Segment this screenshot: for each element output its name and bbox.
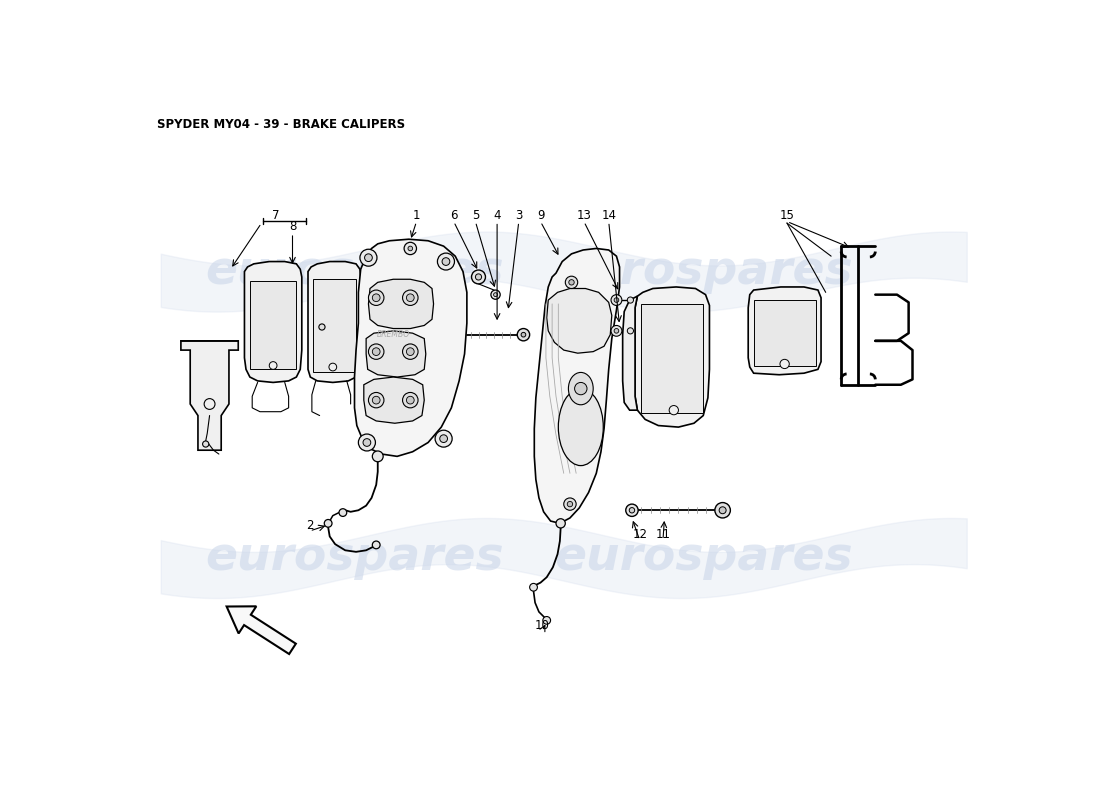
Text: eurospares: eurospares	[206, 249, 504, 294]
Circle shape	[205, 398, 214, 410]
Polygon shape	[180, 341, 239, 450]
Circle shape	[614, 298, 619, 302]
Text: 8: 8	[289, 220, 296, 234]
Text: eurospares: eurospares	[554, 535, 852, 581]
Polygon shape	[366, 331, 426, 377]
Circle shape	[438, 253, 454, 270]
Circle shape	[339, 509, 346, 517]
Text: eurospares: eurospares	[554, 249, 852, 294]
Polygon shape	[623, 296, 637, 410]
Circle shape	[406, 396, 415, 404]
Text: eurospares: eurospares	[206, 535, 504, 581]
Circle shape	[329, 363, 337, 371]
Circle shape	[364, 254, 372, 262]
Polygon shape	[314, 279, 356, 372]
Circle shape	[719, 506, 726, 514]
Circle shape	[436, 430, 452, 447]
Polygon shape	[308, 262, 361, 382]
Circle shape	[626, 504, 638, 517]
Circle shape	[530, 583, 538, 591]
Text: 3: 3	[515, 209, 522, 222]
Circle shape	[491, 290, 501, 299]
Circle shape	[568, 502, 573, 506]
Circle shape	[442, 258, 450, 266]
Circle shape	[610, 326, 621, 336]
Polygon shape	[547, 289, 612, 353]
Circle shape	[627, 297, 634, 303]
Circle shape	[372, 294, 381, 302]
Polygon shape	[535, 249, 619, 523]
Circle shape	[780, 359, 790, 369]
Polygon shape	[250, 281, 296, 370]
Circle shape	[403, 344, 418, 359]
Text: 4: 4	[493, 209, 500, 222]
Circle shape	[542, 617, 551, 624]
Text: 1: 1	[412, 209, 420, 222]
Polygon shape	[244, 262, 301, 382]
Circle shape	[610, 294, 621, 306]
Text: SPYDER MY04 - 39 - BRAKE CALIPERS: SPYDER MY04 - 39 - BRAKE CALIPERS	[157, 118, 405, 130]
Polygon shape	[635, 287, 710, 427]
Circle shape	[406, 348, 415, 355]
Circle shape	[360, 250, 377, 266]
Circle shape	[319, 324, 326, 330]
Circle shape	[440, 434, 448, 442]
Circle shape	[403, 393, 418, 408]
Circle shape	[372, 396, 381, 404]
Polygon shape	[364, 377, 425, 423]
Circle shape	[363, 438, 371, 446]
Text: BREMBO: BREMBO	[376, 330, 410, 339]
Circle shape	[406, 294, 415, 302]
Polygon shape	[755, 300, 815, 366]
Circle shape	[517, 329, 530, 341]
Ellipse shape	[559, 389, 603, 466]
Circle shape	[324, 519, 332, 527]
Text: 14: 14	[602, 209, 616, 222]
Polygon shape	[641, 304, 703, 414]
Circle shape	[372, 348, 381, 355]
Text: 10: 10	[535, 619, 550, 632]
Polygon shape	[368, 279, 433, 329]
Circle shape	[669, 406, 679, 414]
Circle shape	[563, 498, 576, 510]
Circle shape	[574, 382, 587, 394]
Circle shape	[521, 332, 526, 337]
Circle shape	[627, 328, 634, 334]
Circle shape	[372, 541, 381, 549]
Circle shape	[715, 502, 730, 518]
Text: 2: 2	[306, 519, 313, 532]
Circle shape	[569, 280, 574, 285]
Circle shape	[629, 507, 635, 513]
Ellipse shape	[569, 373, 593, 405]
Circle shape	[202, 441, 209, 447]
Circle shape	[368, 290, 384, 306]
Circle shape	[404, 242, 417, 254]
Circle shape	[475, 274, 482, 280]
Circle shape	[403, 290, 418, 306]
Text: 13: 13	[576, 209, 592, 222]
Text: 6: 6	[450, 209, 458, 222]
Circle shape	[368, 393, 384, 408]
Text: 12: 12	[632, 529, 647, 542]
Circle shape	[270, 362, 277, 370]
Text: 7: 7	[272, 209, 279, 222]
Circle shape	[372, 451, 383, 462]
Text: 5: 5	[472, 209, 480, 222]
Circle shape	[368, 344, 384, 359]
Polygon shape	[354, 239, 466, 456]
Circle shape	[408, 246, 412, 250]
Circle shape	[614, 329, 619, 333]
Text: 15: 15	[780, 209, 794, 222]
Text: 9: 9	[537, 209, 544, 222]
Circle shape	[472, 270, 485, 284]
Circle shape	[359, 434, 375, 451]
Circle shape	[565, 276, 578, 289]
Text: 11: 11	[656, 529, 671, 542]
FancyArrow shape	[227, 606, 296, 654]
Circle shape	[494, 293, 497, 297]
Circle shape	[556, 518, 565, 528]
Polygon shape	[748, 287, 821, 374]
